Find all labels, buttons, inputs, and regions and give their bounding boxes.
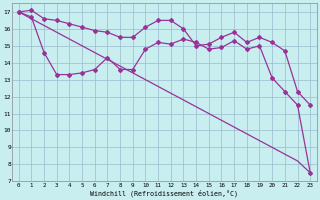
X-axis label: Windchill (Refroidissement éolien,°C): Windchill (Refroidissement éolien,°C) bbox=[91, 189, 238, 197]
